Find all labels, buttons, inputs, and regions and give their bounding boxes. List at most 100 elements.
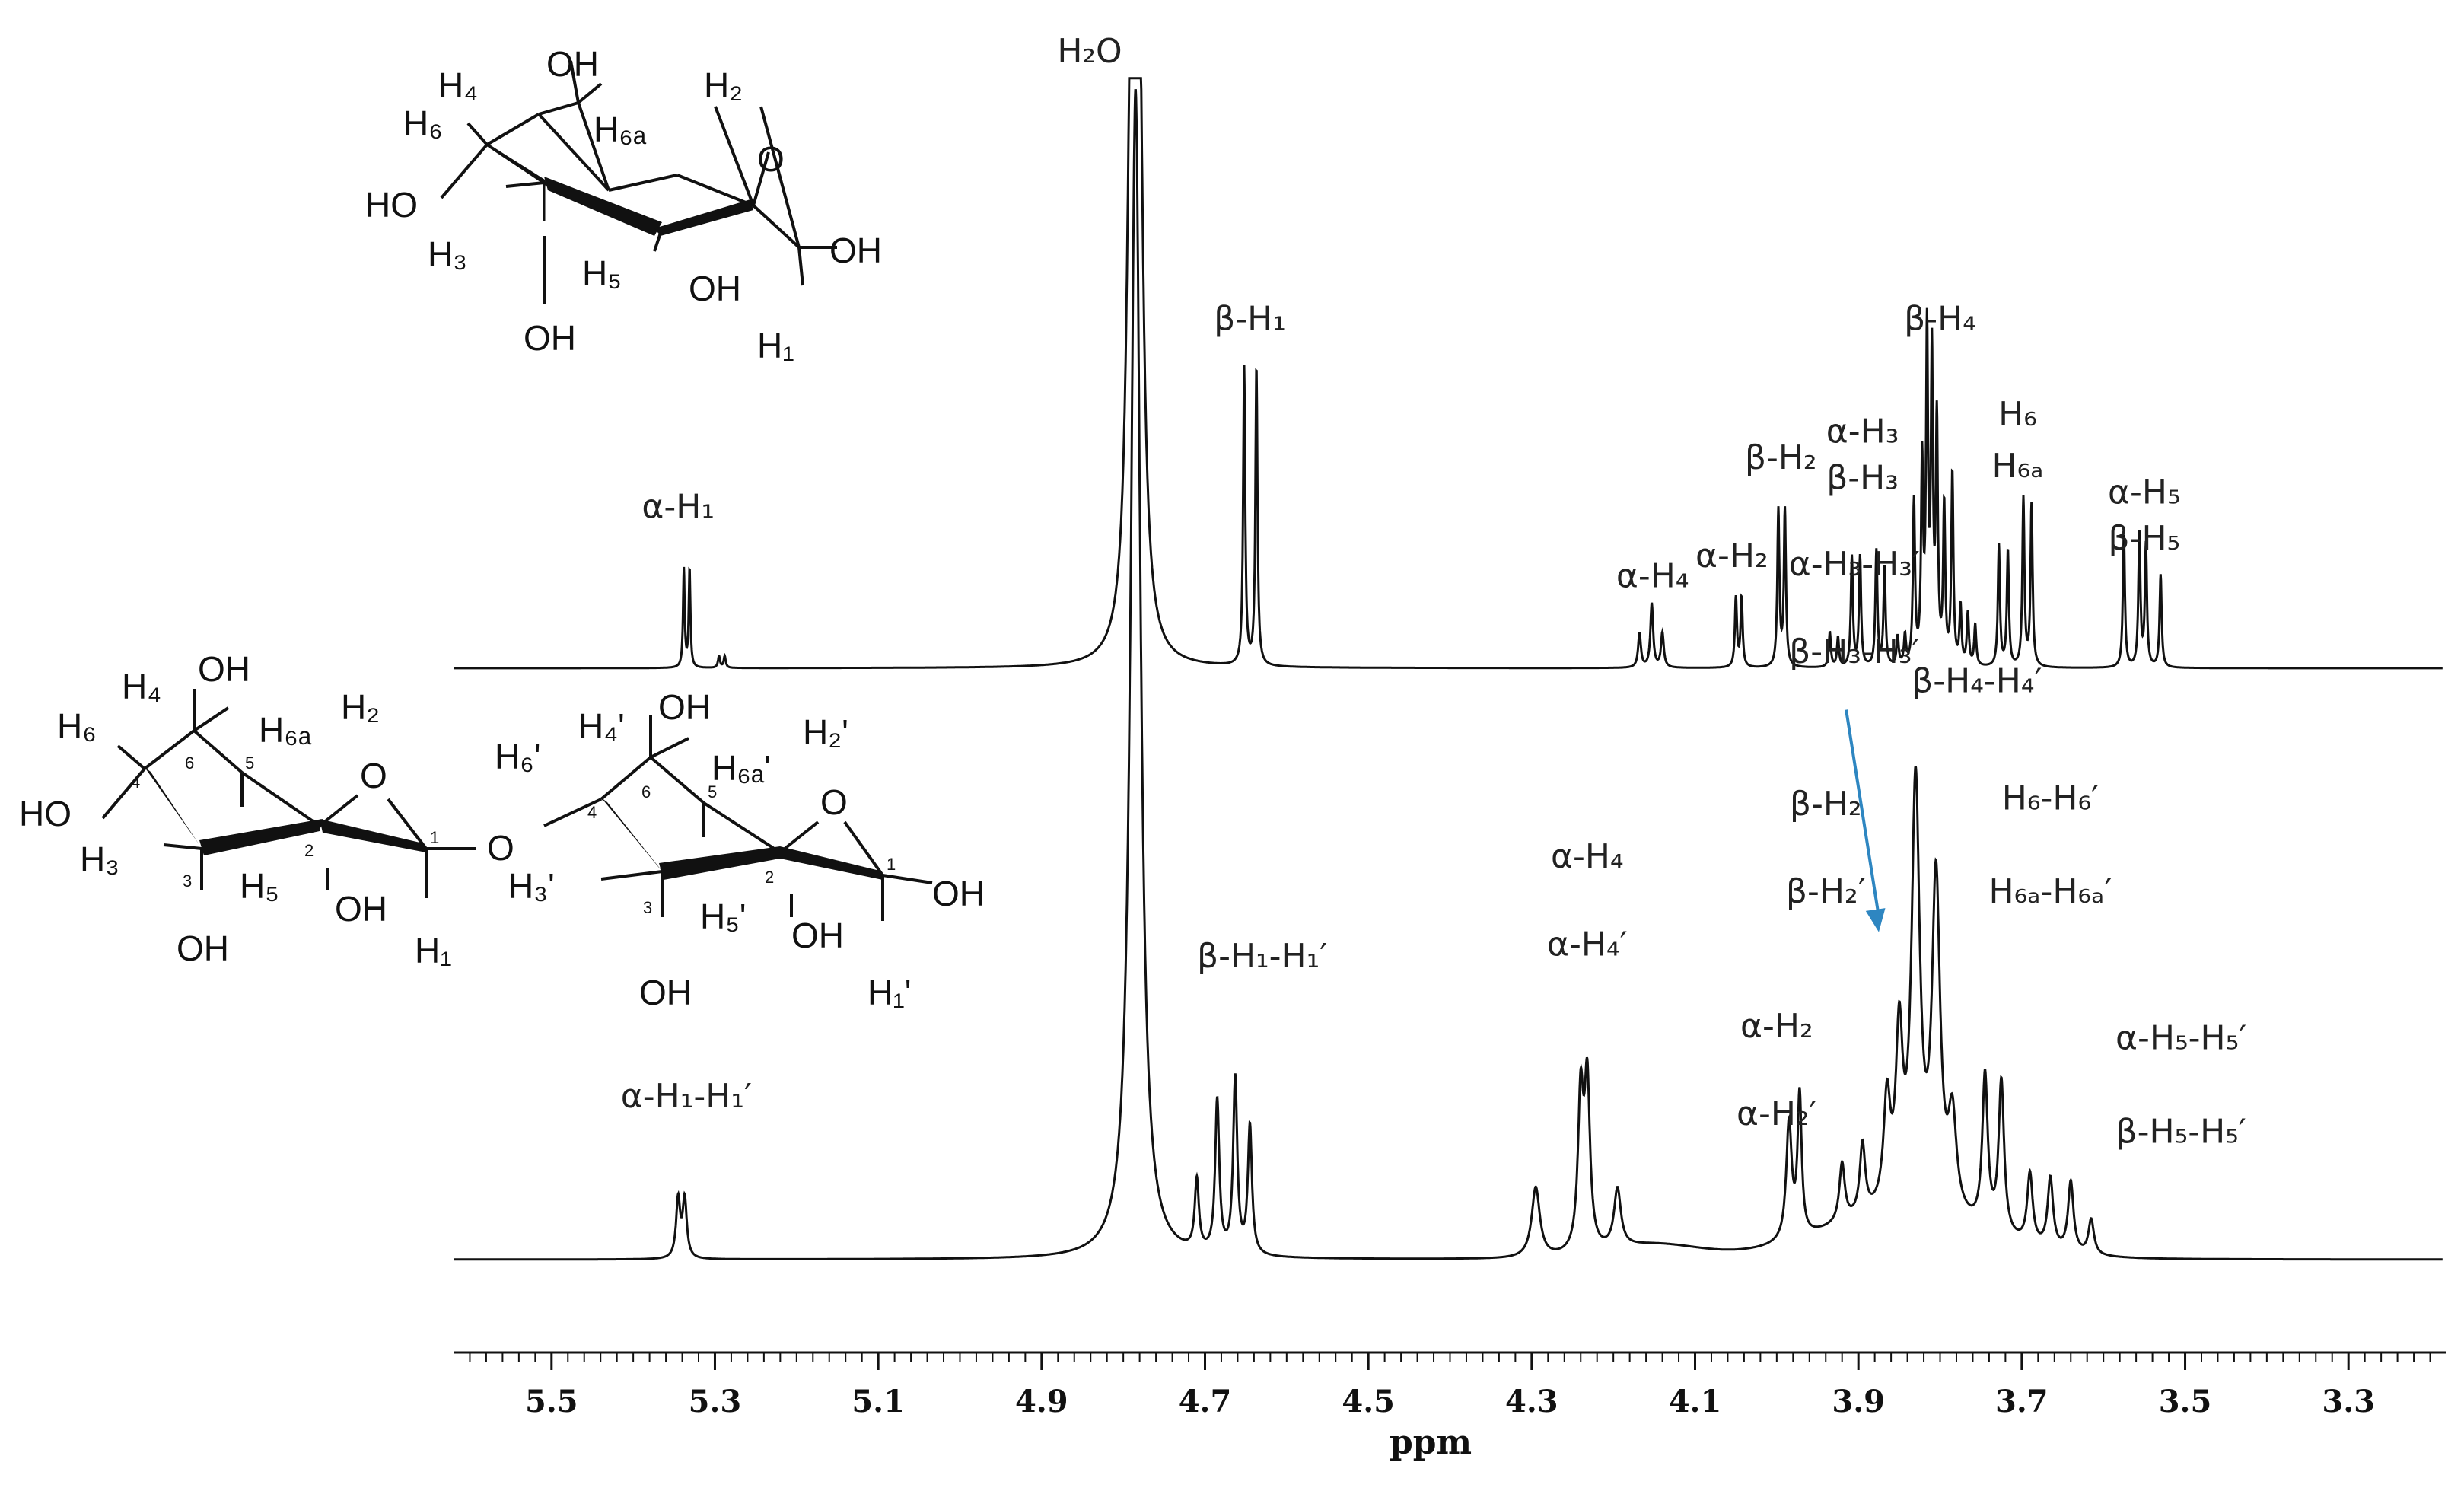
x-tick-label: 5.5 <box>525 1384 578 1419</box>
mono-label-6: HO <box>365 185 418 225</box>
di-label-20: H₅' <box>700 897 747 936</box>
peak-label: α-H₂ <box>1695 537 1768 575</box>
arrow-line <box>1845 709 1880 917</box>
x-tick-label: 3.7 <box>1995 1384 2049 1419</box>
peak-label: α-H₃ <box>1826 413 1899 451</box>
di-label-0: OH <box>198 649 250 689</box>
x-tick-label: 5.1 <box>852 1384 905 1419</box>
peak-label: β-H₄ <box>1904 299 1976 338</box>
di-label-9: H₅ <box>240 866 279 906</box>
x-tick-label: 4.5 <box>1342 1384 1395 1419</box>
peak-label: α-H₂ <box>1740 1007 1813 1046</box>
di-label-15: H₆' <box>495 737 541 776</box>
ring-number-9: 3 <box>643 898 652 917</box>
peak-label: β-H₄-H₄′ <box>1912 662 2042 701</box>
peak-label: α-H₁-H₁′ <box>621 1077 752 1116</box>
spectrum-trace-bottom <box>454 89 2443 1261</box>
x-tick-label: 3.5 <box>2159 1384 2212 1419</box>
ring-number-0: 6 <box>185 753 194 773</box>
mono-label-3: H₆ <box>403 104 443 143</box>
peak-label: H₆ₐ <box>1992 447 2044 486</box>
peak-label: β-H₁-H₁′ <box>1197 937 1327 976</box>
peak-label: H₆ <box>1998 395 2037 434</box>
di-label-13: OH <box>658 687 711 727</box>
peak-label: α-H₂′ <box>1737 1094 1817 1133</box>
peak-label: α-H₅ <box>2108 473 2181 511</box>
mono-label-11: OH <box>524 318 576 358</box>
ring-number-10: 2 <box>765 868 774 887</box>
x-tick-label: 4.7 <box>1179 1384 1232 1419</box>
di-label-18: O <box>820 782 848 822</box>
di-label-22: OH <box>791 916 844 955</box>
ring-number-5: 1 <box>430 828 439 847</box>
x-tick-label: 5.3 <box>689 1384 742 1419</box>
peak-label: α-H₄ <box>1551 837 1624 876</box>
mono-label-9: H₅ <box>582 253 622 293</box>
spectrum-trace-top <box>454 77 2443 670</box>
ring-number-3: 3 <box>183 871 192 890</box>
di-label-8: H₃ <box>80 839 119 879</box>
mono-label-8: H₃ <box>428 234 467 274</box>
mono-label-2: H₂ <box>704 65 743 105</box>
x-axis-ticks: 5.5 5.3 5.1 4.9 4.7 4.5 4.3 4.1 3.9 3.7 3.5 3.3 <box>469 1352 2431 1419</box>
arrow-head <box>1865 908 1886 932</box>
x-tick-label: 4.3 <box>1505 1384 1558 1419</box>
ring-number-2: 4 <box>131 773 140 792</box>
di-label-1: H₄ <box>122 667 161 706</box>
monosaccharide-structure: OH H₄ H₂ H₆ H₆ₐ O HO OH H₃ H₅ OH OH H₁ <box>365 44 882 365</box>
di-label-21: OH <box>932 874 985 913</box>
di-label-12: H₁ <box>415 931 452 970</box>
peak-label: β-H₂′ <box>1786 872 1866 911</box>
x-tick-label: 3.3 <box>2322 1384 2375 1419</box>
mono-label-10: OH <box>689 269 741 308</box>
di-label-16: H₆ₐ' <box>712 748 771 788</box>
peak-label: H₆ₐ-H₆ₐ′ <box>1989 872 2112 911</box>
ring-number-11: 1 <box>887 855 896 874</box>
di-label-23: OH <box>639 973 692 1012</box>
mono-label-1: H₄ <box>438 65 478 105</box>
ring-number-7: 5 <box>708 782 717 801</box>
peak-label: α-H₄′ <box>1547 925 1628 964</box>
peak-label: β-H₃-H₃′ <box>1789 632 1919 671</box>
di-label-24: H₁' <box>867 973 912 1012</box>
x-axis: 5.5 5.3 5.1 4.9 4.7 4.5 4.3 4.1 3.9 3.7 3.5 3.3 ppm <box>454 1351 2446 1462</box>
peak-label: β-H₅-H₅′ <box>2116 1112 2246 1151</box>
di-label-17: H₂' <box>803 712 848 752</box>
x-tick-label: 4.9 <box>1015 1384 1068 1419</box>
x-tick-label: 3.9 <box>1832 1384 1885 1419</box>
peak-label: β-H₂ <box>1790 785 1862 824</box>
ring-number-6: 6 <box>641 782 651 801</box>
mono-label-12: H₁ <box>757 326 794 365</box>
mono-label-7: OH <box>829 231 882 270</box>
ring-number-4: 2 <box>304 841 314 860</box>
mono-label-5: O <box>757 139 785 179</box>
di-label-6: HO <box>19 794 72 833</box>
ring-number-8: 4 <box>587 803 597 822</box>
di-label-4: H₂ <box>341 687 380 727</box>
peak-label: H₆-H₆′ <box>2002 779 2099 817</box>
di-label-7: O <box>487 828 514 868</box>
ring-number-1: 5 <box>245 753 254 773</box>
peak-label: β-H₁ <box>1214 299 1286 338</box>
peak-label: β-H₂ <box>1745 438 1817 477</box>
peak-labels-bottom: α-H₁-H₁′ β-H₁-H₁′ α-H₄ α-H₄′ α-H₂ α-H₂′ β-H₂ β-… <box>621 545 2246 1151</box>
di-label-11: OH <box>177 929 229 968</box>
di-label-14: H₄' <box>578 706 625 746</box>
peak-labels-top: α-H₁ β-H₁ α-H₄α-H₂ β-H₂α-H₃ β-H₃ β-H₄ H₆ H₆ₐ α-H… <box>641 299 2180 595</box>
di-label-3: H₆ₐ <box>259 710 312 750</box>
x-axis-label: ppm <box>1390 1423 1472 1462</box>
peak-label: α-H₅-H₅′ <box>2115 1018 2246 1057</box>
di-label-2: H₆ <box>57 706 97 746</box>
mono-label-4: H₆ₐ <box>594 110 647 149</box>
peak-label: β-H₃ <box>1826 458 1899 497</box>
x-tick-label: 4.1 <box>1669 1384 1722 1419</box>
peak-label: α-H₁ <box>641 487 715 526</box>
peak-label: β-H₅ <box>2109 519 2181 558</box>
di-label-5: O <box>360 756 387 795</box>
disaccharide-structure: OH H₄ H₆ H₆ₐ H₂ O HO O H₃ H₅ OH OH H₁ OH… <box>19 649 985 1012</box>
di-label-10: OH <box>335 889 387 929</box>
peak-label: α-H₄ <box>1616 557 1689 596</box>
peak-label: α-H₃-H₃′ <box>1789 545 1920 584</box>
